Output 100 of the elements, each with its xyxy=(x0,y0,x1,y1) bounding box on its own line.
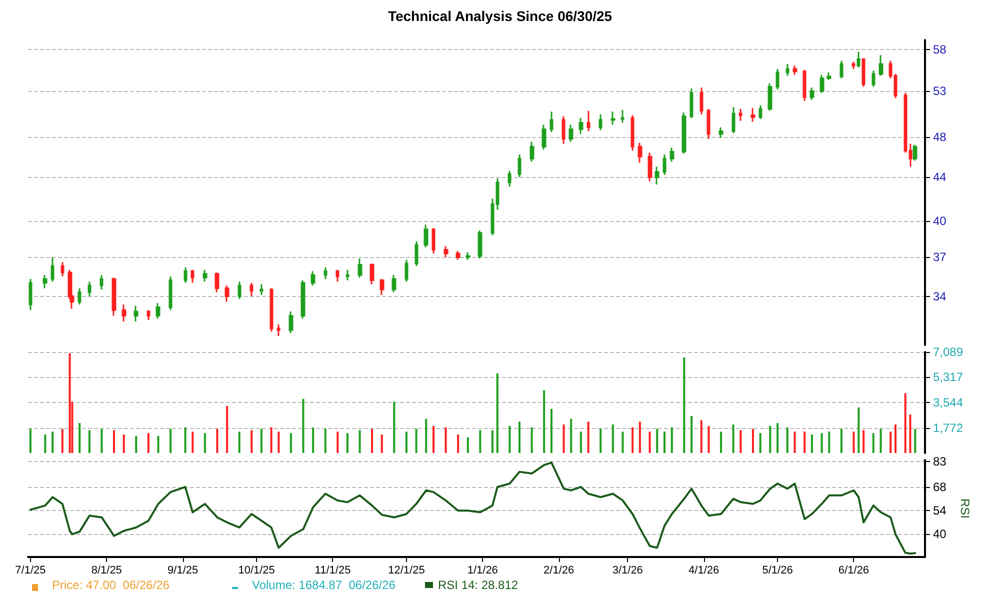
candlestick xyxy=(620,109,624,124)
candlestick xyxy=(598,114,602,131)
candlestick xyxy=(78,287,82,306)
bar xyxy=(216,428,218,453)
bar xyxy=(909,414,912,453)
x-tick-label: 9/1/25 xyxy=(168,564,198,576)
candlestick xyxy=(112,276,116,316)
candlestick xyxy=(648,152,652,182)
candlestick xyxy=(706,108,710,140)
bar xyxy=(890,432,892,453)
candlestick xyxy=(358,258,362,278)
candlestick xyxy=(444,245,448,258)
y-tick-label: 68 xyxy=(933,480,947,494)
candlestick xyxy=(466,252,470,260)
y-tick-label: 3,544 xyxy=(933,396,964,410)
candlestick xyxy=(156,302,160,320)
bar xyxy=(61,428,64,453)
bar xyxy=(491,430,494,453)
bar xyxy=(336,432,339,453)
x-tick-label: 2/1/26 xyxy=(544,564,574,576)
y-tick-label: 40 xyxy=(933,214,947,228)
bar xyxy=(358,430,361,453)
candlestick xyxy=(88,280,92,298)
bar xyxy=(466,437,469,453)
bar xyxy=(648,432,651,453)
candlestick xyxy=(414,240,418,267)
bar xyxy=(914,428,916,453)
candlestick xyxy=(682,112,686,154)
bar xyxy=(858,407,860,453)
candlestick xyxy=(424,224,428,248)
bar xyxy=(113,430,116,453)
x-tick-label: 7/1/25 xyxy=(15,564,46,576)
bar xyxy=(638,422,641,453)
candlestick xyxy=(238,280,242,300)
candlestick xyxy=(810,86,814,101)
bar xyxy=(238,432,240,453)
candlestick xyxy=(862,58,866,88)
candlestick xyxy=(100,274,104,290)
candlestick xyxy=(250,282,254,298)
y-tick-label: 48 xyxy=(933,130,947,144)
candlestick xyxy=(50,256,54,282)
bar xyxy=(600,428,602,453)
bar xyxy=(720,432,722,453)
candlestick xyxy=(912,144,918,162)
bar xyxy=(880,428,882,453)
bar xyxy=(432,426,434,453)
candlestick xyxy=(878,54,884,76)
candlestick xyxy=(550,110,554,133)
candlestick xyxy=(840,60,844,79)
bar xyxy=(250,430,253,453)
bar xyxy=(147,433,150,453)
bar xyxy=(52,432,54,453)
bar xyxy=(550,408,552,453)
candlestick xyxy=(380,278,384,296)
bar xyxy=(380,434,383,453)
bar xyxy=(192,432,194,453)
candlestick xyxy=(542,124,546,150)
bar xyxy=(840,428,842,453)
bar xyxy=(752,428,754,453)
y-tick-label: 40 xyxy=(933,527,947,542)
candlestick xyxy=(670,146,674,162)
candlestick xyxy=(718,126,724,139)
y-tick-label: 7,089 xyxy=(933,345,964,359)
candlestick xyxy=(202,269,208,282)
bar xyxy=(270,427,272,453)
bar xyxy=(100,428,103,453)
bar xyxy=(405,432,408,453)
bar xyxy=(290,433,292,453)
candlestick xyxy=(122,304,126,322)
bar xyxy=(68,353,71,453)
bar xyxy=(543,390,546,453)
x-tick-label: 6/1/26 xyxy=(838,564,870,576)
candlestick xyxy=(432,227,436,254)
bar xyxy=(776,423,779,453)
x-tick-label: 1/1/26 xyxy=(467,564,498,576)
candlestick xyxy=(826,72,832,81)
candlestick xyxy=(750,107,756,123)
y-tick-label: 44 xyxy=(933,170,947,184)
chart-title: Technical Analysis Since 06/30/25 xyxy=(388,8,612,24)
bar xyxy=(425,418,428,453)
bar xyxy=(852,432,855,453)
candlestick xyxy=(758,104,762,120)
candlestick xyxy=(214,272,220,293)
bar xyxy=(740,430,742,453)
bar xyxy=(170,428,172,453)
candlestick xyxy=(288,310,294,334)
candlestick xyxy=(802,69,806,102)
candlestick xyxy=(630,114,634,152)
bar xyxy=(157,436,160,453)
bar xyxy=(371,428,374,453)
candlestick xyxy=(872,70,876,88)
candlestick xyxy=(852,60,856,70)
candlestick xyxy=(224,284,230,303)
candlestick xyxy=(260,283,264,296)
bar xyxy=(570,418,572,453)
bar xyxy=(664,432,666,453)
bar xyxy=(580,432,582,453)
bar xyxy=(44,434,46,453)
candlestick xyxy=(28,278,32,311)
x-tick-label: 4/1/26 xyxy=(688,564,720,576)
